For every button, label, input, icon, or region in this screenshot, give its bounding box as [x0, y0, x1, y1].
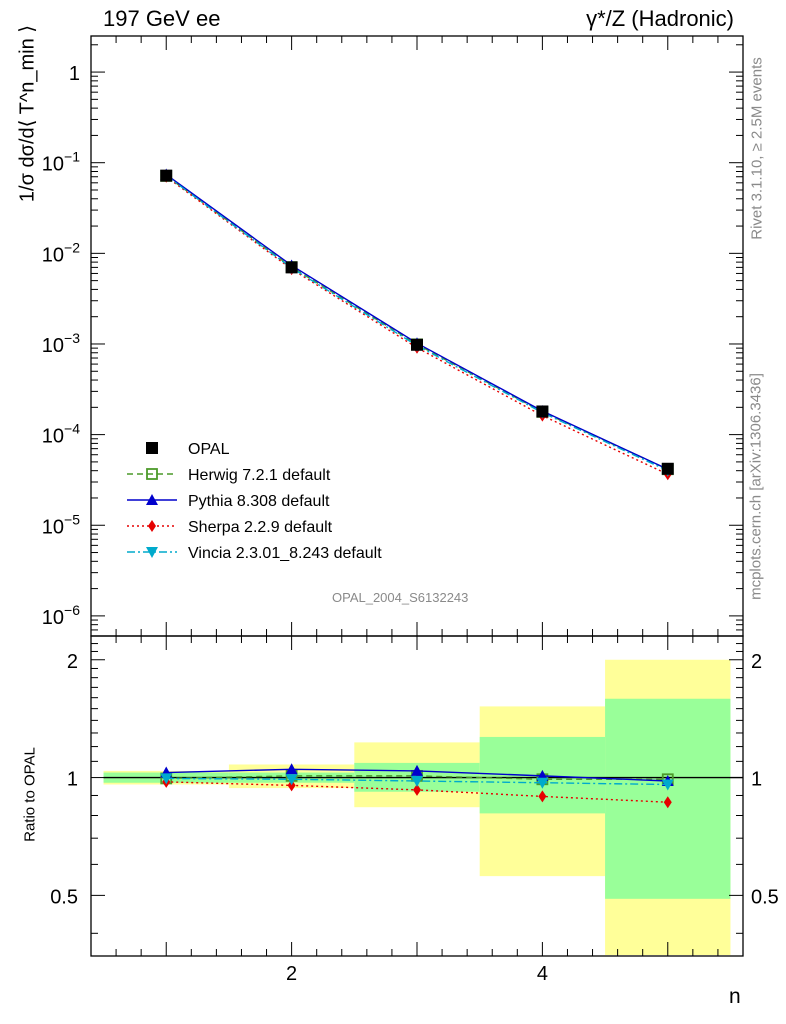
legend-label: Vincia 2.3.01_8.243 default: [188, 545, 382, 562]
main-point-opal: [285, 261, 298, 274]
legend-marker: [146, 468, 158, 480]
y-tick-label: 10−1: [42, 149, 80, 176]
legend-item-pythia: Pythia 8.308 default: [127, 493, 330, 510]
ratio-point-vincia: [411, 775, 423, 787]
legend: OPAL Herwig 7.2.1 default Pythia 8.308 def…: [127, 441, 382, 562]
header-right-title: γ*/Z (Hadronic): [586, 6, 734, 31]
legend-marker: [146, 442, 158, 454]
legend-marker: [146, 547, 158, 558]
main-line-sherpa: [165, 176, 669, 475]
y-tick-label: 10−6: [42, 602, 80, 629]
main-series-herwig: [160, 170, 674, 476]
legend-marker: [146, 494, 158, 505]
ratio-point-sherpa: [413, 783, 421, 796]
ratio-point-sherpa: [538, 790, 547, 803]
y-tick-label: 1: [69, 63, 80, 85]
ratio-point-sherpa: [287, 779, 296, 792]
main-point-opal: [411, 338, 423, 351]
main-series-pythia: [160, 168, 674, 475]
legend-item-vincia: Vincia 2.3.01_8.243 default: [127, 545, 382, 562]
x-axis-label: n: [729, 985, 741, 1008]
main-series-opal: [160, 169, 674, 475]
y-tick-label: 1: [67, 769, 78, 791]
ratio-series-vincia: [160, 773, 674, 791]
ratio-point-vincia: [160, 773, 173, 785]
y-tick-label-right: 1: [751, 769, 762, 791]
x-tick-label: 4: [537, 963, 548, 985]
ratio-point-sherpa: [663, 796, 672, 809]
y-tick-label: 10−3: [42, 330, 80, 357]
y-tick-label: 2: [67, 651, 78, 673]
main-series-vincia: [160, 170, 674, 477]
legend-item-sherpa: Sherpa 2.2.9 default: [127, 519, 333, 536]
legend-item-opal: OPAL: [146, 441, 230, 458]
ratio-point-vincia: [285, 774, 298, 786]
main-line-herwig: [165, 175, 669, 470]
legend-label: Sherpa 2.2.9 default: [188, 519, 333, 536]
y-tick-label: 0.5: [50, 886, 78, 908]
ratio-point-pythia: [411, 764, 423, 776]
y-tick-label-right: 2: [751, 651, 762, 673]
y-tick-label: 10−5: [42, 511, 80, 538]
legend-label: Pythia 8.308 default: [188, 493, 330, 510]
ratio-line-vincia: [166, 777, 668, 786]
main-line-pythia: [165, 173, 669, 470]
legend-label: OPAL: [188, 441, 230, 458]
ratio-point-vincia: [536, 777, 549, 789]
legend-marker: [148, 520, 156, 532]
legend-label: Herwig 7.2.1 default: [188, 467, 331, 484]
legend-item-herwig: Herwig 7.2.1 default: [127, 467, 331, 484]
x-tick-label: 2: [286, 963, 297, 985]
main-series-sherpa: [162, 170, 672, 481]
ratio-point-vincia: [661, 779, 674, 791]
main-point-opal: [160, 169, 173, 182]
main-point-opal: [661, 462, 674, 475]
header-left-title: 197 GeV ee: [103, 6, 221, 31]
y-tick-label-right: 0.5: [751, 886, 779, 908]
main-point-opal: [536, 405, 549, 418]
y-tick-label: 10−4: [42, 421, 80, 448]
y-tick-label: 10−2: [42, 239, 80, 266]
analysis-watermark: OPAL_2004_S6132243: [332, 590, 469, 605]
main-line-vincia: [165, 175, 669, 472]
ratio-point-pythia: [285, 763, 298, 775]
